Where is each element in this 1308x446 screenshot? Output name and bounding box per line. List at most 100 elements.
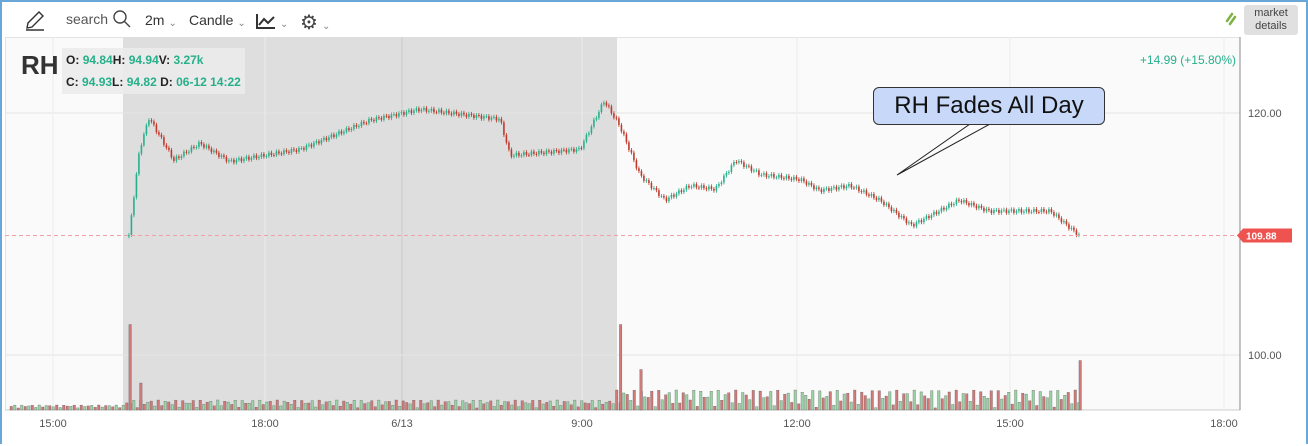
candle (573, 148, 575, 152)
volume-bar (877, 390, 881, 411)
candle (360, 121, 363, 127)
volume-bar (34, 407, 38, 411)
candle (963, 199, 965, 203)
candle (213, 150, 215, 153)
candle (903, 216, 905, 219)
volume-bar (839, 400, 843, 411)
search-input[interactable]: search (62, 6, 137, 32)
volume-bar (485, 402, 489, 411)
volume-bar (125, 402, 129, 411)
volume-bar (765, 396, 769, 411)
pencil-icon[interactable] (24, 9, 46, 31)
candle (313, 142, 315, 147)
volume-bar (989, 390, 993, 411)
volume-bar (482, 403, 486, 411)
volume-bar (118, 407, 122, 411)
candle (900, 216, 903, 218)
market-details-button[interactable]: market details (1244, 5, 1298, 35)
volume-bar (275, 399, 279, 411)
candle (538, 150, 540, 155)
volume-bar (835, 389, 839, 411)
candle (520, 155, 523, 157)
indicators-dropdown[interactable]: ⌄ (256, 11, 288, 30)
volume-bar (237, 407, 241, 411)
link-icon[interactable] (1224, 11, 1238, 27)
date-label: D: (160, 75, 173, 89)
candle (508, 142, 510, 150)
volume-bar (569, 404, 573, 411)
candle (403, 112, 405, 115)
candle (515, 152, 518, 156)
volume-bar (384, 401, 388, 411)
candle (1060, 218, 1063, 223)
candle (670, 194, 673, 198)
volume-bar (996, 390, 1000, 411)
volume-bar (601, 404, 605, 411)
volume-bar (300, 400, 304, 411)
candle (1058, 214, 1060, 219)
candle (1038, 212, 1040, 214)
candle (300, 148, 303, 150)
candle (1005, 209, 1008, 213)
volume-bar (919, 391, 923, 411)
volume-bar (1066, 392, 1070, 411)
interval-dropdown[interactable]: 2m ⌄ (145, 10, 177, 30)
candle (753, 170, 755, 172)
volume-bar (121, 405, 125, 411)
candle (405, 111, 408, 115)
candle (1008, 210, 1010, 213)
candle (695, 184, 698, 188)
candle (1048, 209, 1050, 213)
price-chart[interactable]: 120.00 100.00 15:00 18:00 6/13 9:00 12:00 15:00… (5, 37, 1300, 446)
volume-bar (524, 402, 528, 411)
volume-bar (937, 390, 941, 411)
chart-type-dropdown[interactable]: Candle ⌄ (189, 10, 246, 30)
candle (960, 200, 963, 203)
candle (410, 110, 413, 114)
volume-bar (9, 406, 13, 411)
volume-bar (1000, 398, 1004, 411)
volume-bar (517, 406, 521, 411)
volume-bar (604, 402, 608, 411)
volume-bar (244, 403, 248, 411)
candle (1075, 230, 1078, 236)
candle (855, 186, 858, 188)
settings-dropdown[interactable]: ⚙ ⌄ (300, 10, 330, 35)
volume-bar (153, 405, 157, 411)
candle (190, 146, 193, 152)
volume-bar (352, 400, 356, 411)
candle (430, 108, 433, 112)
candle (700, 185, 703, 189)
candle (1043, 209, 1045, 212)
candle (645, 180, 648, 182)
volume-bar (240, 400, 244, 411)
volume-bar (884, 395, 888, 411)
volume-bar (1007, 392, 1011, 411)
candle (478, 115, 480, 117)
candle (735, 162, 738, 164)
candle (305, 145, 308, 150)
candle (473, 114, 475, 118)
volume-bar (611, 403, 615, 411)
candle (1010, 209, 1013, 211)
volume-bar (471, 400, 475, 411)
candle (883, 201, 885, 206)
volume-bar (289, 404, 293, 411)
volume-bar (667, 392, 671, 411)
volume-bar (443, 401, 447, 411)
candle (258, 157, 260, 159)
volume-bar (646, 397, 650, 411)
candle (618, 118, 620, 125)
volume-bar (779, 400, 783, 411)
candle (678, 190, 680, 194)
annotation-callout[interactable]: RH Fades All Day (873, 87, 1105, 125)
volume-bar (181, 400, 185, 411)
volume-bar (1035, 405, 1039, 411)
candle (935, 211, 938, 214)
volume-bar (797, 403, 801, 411)
volume-bar (268, 401, 272, 411)
volume-bar (163, 401, 167, 411)
candle (1018, 209, 1020, 212)
volume-bar (849, 401, 853, 411)
candle (383, 115, 385, 120)
